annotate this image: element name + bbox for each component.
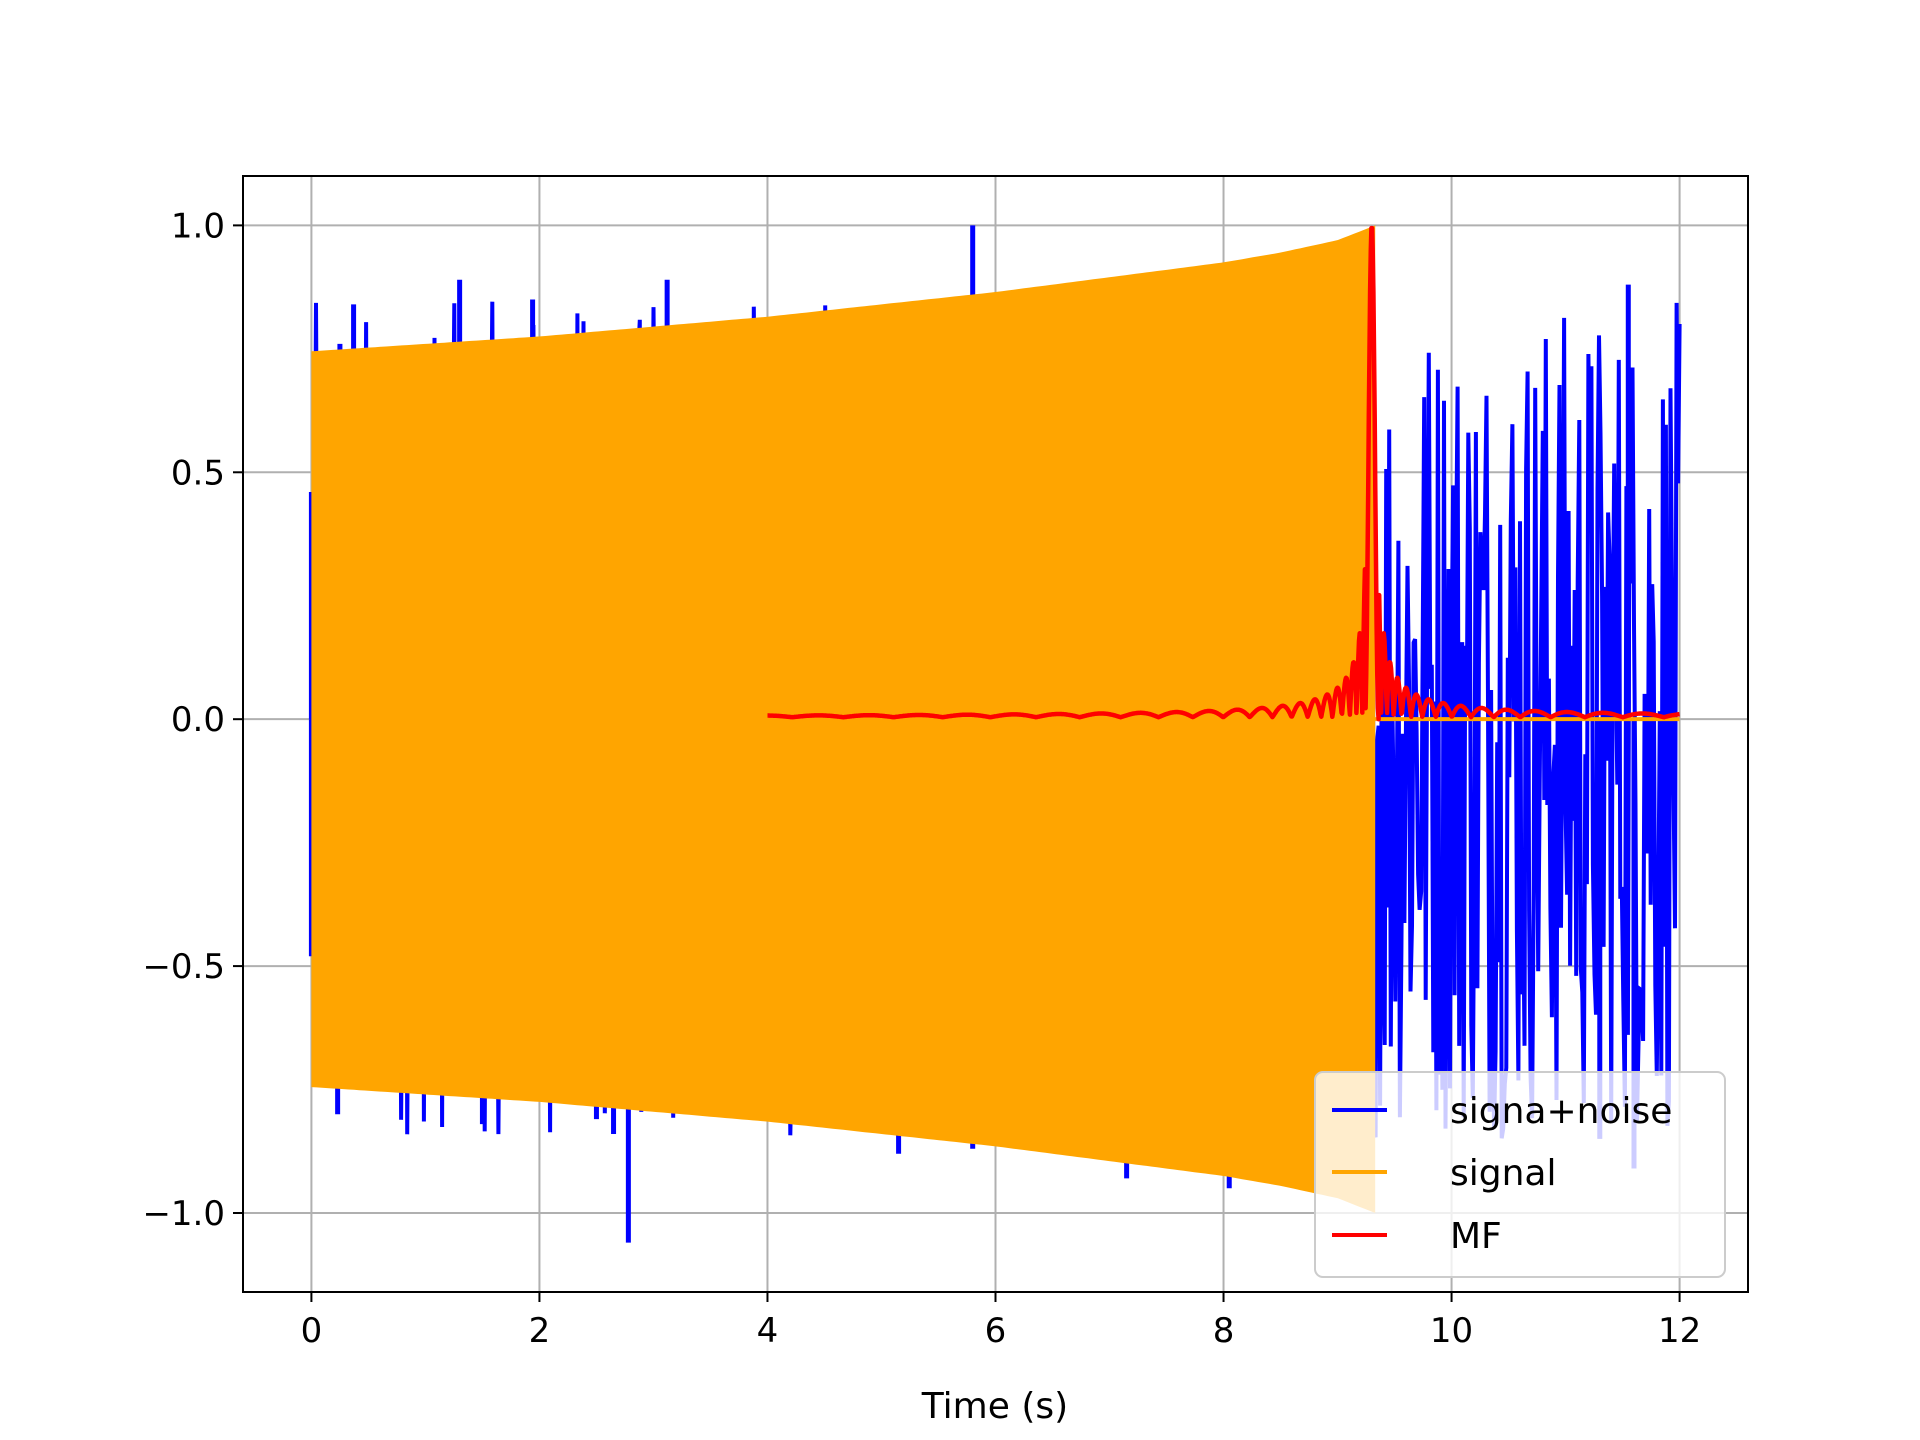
y-tick-label: 0.5: [171, 453, 225, 493]
x-tick-label: 10: [1430, 1311, 1473, 1351]
axis-ticks: 0 2 4 6 8 10 12 −1.0 −0.5 0.0 0.5 1.0: [142, 206, 1701, 1351]
x-tick-label: 6: [985, 1311, 1007, 1351]
legend-label-signa-noise: signa+noise: [1450, 1091, 1672, 1132]
x-tick-label: 4: [757, 1311, 779, 1351]
x-tick-label: 2: [529, 1311, 551, 1351]
x-tick-label: 12: [1658, 1311, 1701, 1351]
legend: signa+noise signal MF: [1314, 1071, 1726, 1278]
series-layer: [308, 225, 1682, 1243]
y-tick-label: −0.5: [142, 947, 225, 987]
legend-label-signal: signal: [1450, 1153, 1557, 1194]
y-tick-label: −1.0: [142, 1194, 225, 1234]
legend-box: [1314, 1071, 1726, 1278]
y-tick-label: 1.0: [171, 206, 225, 246]
y-tick-label: 0.0: [171, 700, 225, 740]
series-line-mf: [765, 225, 1682, 722]
x-tick-label: 0: [301, 1311, 323, 1351]
x-axis-label: Time (s): [921, 1386, 1068, 1427]
x-tick-label: 8: [1213, 1311, 1235, 1351]
legend-label-mf: MF: [1450, 1216, 1502, 1257]
